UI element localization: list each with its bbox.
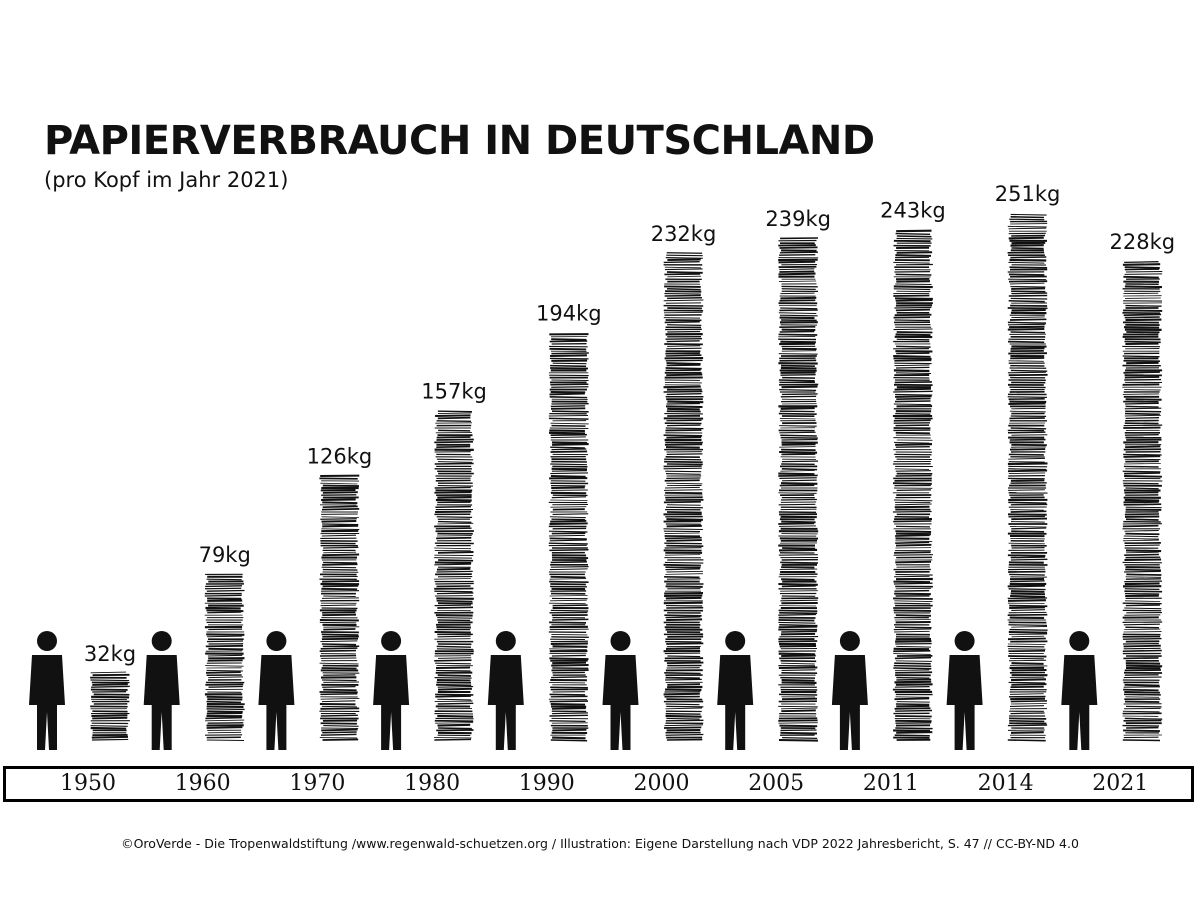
person-silhouette-icon [258, 631, 295, 750]
value-label-1980: 157kg [421, 379, 487, 403]
person-silhouette-icon [602, 631, 639, 750]
person-silhouette-icon [831, 631, 868, 750]
value-label-2000: 232kg [651, 222, 717, 246]
year-label-1970: 1970 [289, 771, 346, 796]
value-label-1970: 126kg [307, 444, 373, 468]
paper-stacks [90, 213, 1163, 742]
person-silhouette-icon [946, 631, 983, 750]
value-label-2021: 228kg [1110, 230, 1176, 254]
person-silhouette-icon [143, 631, 180, 750]
paper-stack-1970 [319, 474, 360, 741]
paper-stack-1980 [434, 410, 474, 741]
credit-footer: ©OroVerde - Die Tropenwaldstiftung /www.… [121, 836, 1079, 851]
year-label-2011: 2011 [862, 771, 919, 796]
person-silhouette-icon [373, 631, 410, 750]
paper-stack-1960 [204, 573, 245, 741]
paper-stack-2011 [892, 229, 933, 741]
year-label-2005: 2005 [748, 771, 805, 796]
year-label-2000: 2000 [633, 771, 690, 796]
paper-stack-1990 [548, 333, 589, 742]
year-label-1950: 1950 [60, 771, 116, 796]
paper-stack-1950 [90, 671, 130, 741]
year-label-1990: 1990 [518, 771, 575, 796]
year-label-2021: 2021 [1092, 771, 1149, 796]
paper-stack-2000 [663, 252, 704, 741]
chart-title: PAPIERVERBRAUCH IN DEUTSCHLAND [44, 118, 875, 164]
person-silhouette-icon [487, 631, 524, 750]
chart-subtitle: (pro Kopf im Jahr 2021) [44, 168, 289, 192]
paper-consumption-chart: 32kg 79kg 126kg 157kg 194kg 232kg 239kg 243kg 25… [29, 182, 1175, 750]
person-silhouette-icon [29, 631, 65, 750]
paper-stack-2005 [778, 237, 819, 742]
value-label-2011: 243kg [880, 199, 946, 223]
value-label-1960: 79kg [199, 543, 251, 567]
year-label-1980: 1980 [404, 771, 461, 796]
paper-stack-2014 [1007, 213, 1048, 742]
year-label-2014: 2014 [977, 771, 1034, 796]
value-label-2014: 251kg [995, 182, 1061, 206]
paper-stack-2021 [1122, 261, 1163, 742]
value-labels: 32kg 79kg 126kg 157kg 194kg 232kg 239kg 243kg 25… [84, 182, 1175, 666]
year-label-1960: 1960 [174, 771, 231, 796]
value-label-1950: 32kg [84, 642, 136, 666]
person-silhouette-icon [1061, 631, 1098, 750]
people-silhouettes [29, 631, 1098, 750]
year-axis: 1950 1960 1970 1980 1990 2000 2005 2011 2014 2021 [3, 766, 1194, 802]
value-label-2005: 239kg [765, 207, 831, 231]
value-label-1990: 194kg [536, 302, 602, 326]
person-silhouette-icon [717, 631, 754, 750]
